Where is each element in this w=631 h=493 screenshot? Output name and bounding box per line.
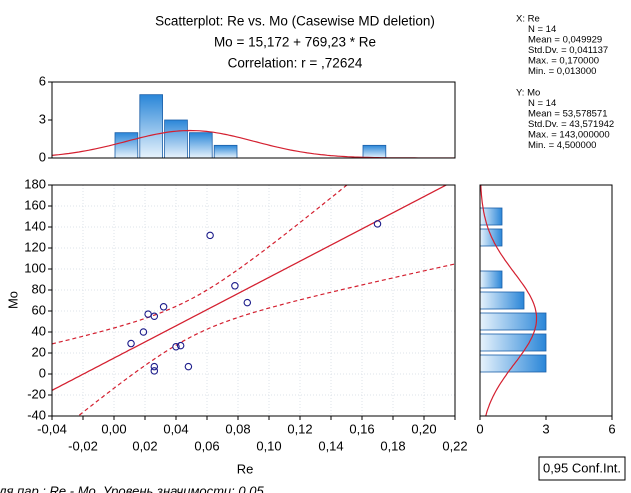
y-tick-label: 6 [39,73,46,88]
point [150,362,159,371]
x-tick-label: 0,10 [256,438,281,453]
y-tick-label: 0 [39,365,46,380]
point [206,231,214,240]
histogram-bar [114,132,139,159]
point [176,341,185,350]
x-tick-label: 0,16 [349,421,374,436]
plot-frame [51,81,456,159]
y-tick-label: 80 [32,281,46,296]
y-tick-label: 120 [24,239,46,254]
x-tick-label: 0,02 [132,438,157,453]
stats-line: Max. = 143,000000 [528,130,610,141]
y-tick-label: 20 [32,344,46,359]
stats-line: Mean = 0,049929 [528,35,602,46]
footer: для пар : Re - Mo. Уровень значимости: 0… [0,483,264,493]
title-line: Mo = 15,172 + 769,23 * Re [214,35,376,50]
y-tick-label: 0 [39,149,46,164]
x-tick-label: 0,12 [287,421,312,436]
point [184,362,193,371]
point [127,339,135,348]
y-axis-label: Mo [5,291,20,309]
x-tick-label: 0,04 [163,421,188,436]
fit-line [52,185,448,391]
plot-frame [479,184,613,417]
x-tick-label: 0,20 [411,421,436,436]
x-tick-label: 0,22 [442,438,467,453]
y-tick-label: 180 [24,176,46,191]
normal-curve [480,185,538,416]
stats-line: Max. = 0,170000 [528,56,599,67]
histogram-bar [479,270,503,289]
x-tick-label: 0 [476,421,483,436]
point [150,367,159,375]
y-tick-label: 100 [24,260,46,275]
histogram-bar [139,94,164,159]
conf-band [77,263,455,416]
x-tick-label: 3 [542,421,549,436]
x-axis-label: Re [237,461,254,476]
title-line: Scatterplot: Re vs. Mo (Casewise MD dele… [155,14,435,29]
x-tick-label: 0,06 [194,438,219,453]
histogram-bar [479,291,525,310]
stats-line: Std.Dv. = 43,571942 [528,119,614,130]
histogram-bar [479,354,547,373]
stats-line: Min. = 4,500000 [528,140,596,151]
x-tick-label: -0,02 [68,438,98,453]
stats-line: Std.Dv. = 0,041137 [528,45,608,56]
point [144,310,152,318]
point [172,342,180,351]
normal-curve [52,129,455,158]
x-tick-label: 6 [608,421,615,436]
x-tick-label: 0,14 [318,438,343,453]
x-tick-label: 0,00 [101,421,126,436]
stats-line: Mean = 53,578571 [528,109,608,120]
stats-line: N = 14 [528,98,556,109]
x-tick-label: -0,04 [37,421,67,436]
point [373,220,382,228]
stats-line: X: Re [516,14,540,25]
histogram-bar [362,144,387,159]
point [139,328,148,336]
y-tick-label: 3 [39,111,46,126]
stats-line: Y: Mo [516,88,540,99]
conf-label: 0,95 Conf.Int. [543,460,621,475]
plot-frame [51,184,456,417]
y-tick-label: 40 [32,323,46,338]
stats-line: Min. = 0,013000 [528,66,596,77]
histogram-bar [213,144,238,159]
histogram-bar [188,132,213,159]
y-tick-label: 140 [24,218,46,233]
y-tick-label: -20 [27,386,46,401]
conf-box [538,456,626,481]
x-tick-label: 0,08 [225,421,250,436]
conf-band [52,185,348,345]
x-tick-label: 0,18 [380,438,405,453]
histogram-bar [479,333,547,352]
point [150,312,159,320]
y-tick-label: 60 [32,302,46,317]
point [243,298,252,307]
title-line: Correlation: r = ,72624 [228,56,363,71]
y-tick-label: -40 [27,407,46,422]
stats-line: N = 14 [528,24,556,35]
histogram-bar [479,228,503,247]
histogram-bar [164,119,188,159]
point [231,282,239,290]
y-tick-label: 160 [24,197,46,212]
point [159,303,168,311]
